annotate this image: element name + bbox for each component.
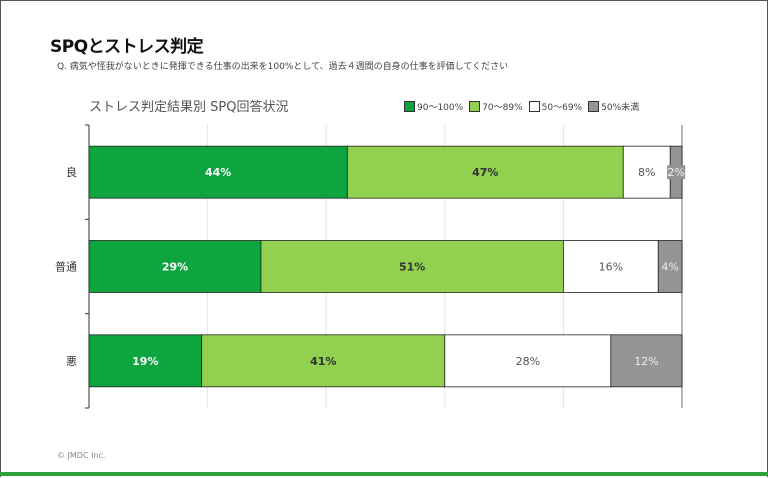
chart-title: ストレス判定結果別 SPQ回答状況 [89,100,289,115]
category-label: 普通 [55,260,77,274]
legend-label: 70～89% [482,103,523,113]
legend-item: 70～89% [469,100,523,113]
data-label: 44% [205,166,231,179]
bar-segment [201,334,446,388]
data-label: 28% [516,355,540,368]
bar-segment [563,240,659,293]
category-label: 悪 [66,355,77,368]
data-label: 41% [310,355,336,368]
copyright: © JMDC Inc. [57,451,106,460]
category-label: 良 [66,165,77,179]
question-text: Q. 病気や怪我がないときに発揮できる仕事の出来を100%として、過去４週間の自… [57,62,509,72]
legend-swatch [588,101,600,112]
legend-item: 90～100% [404,100,463,113]
legend-item: 50～69% [528,100,583,113]
data-label: 51% [399,261,425,274]
chart-legend: 90～100% 70～89% 50～69% 50%未満 [404,100,639,113]
bar-segment [88,334,203,388]
data-label: 16% [599,261,623,274]
bar-segment [610,334,683,388]
legend-label: 90～100% [417,103,464,113]
legend-label: 50～69% [541,103,583,113]
data-label-bg [667,165,686,180]
bar-segment [444,334,612,388]
data-label: 8% [638,166,655,179]
bar-segment [88,145,348,199]
data-label: 29% [162,261,188,274]
page-title: SPQとストレス判定 [50,37,204,57]
legend-swatch [404,101,415,112]
data-label: 47% [472,166,498,179]
legend-swatch [469,101,481,112]
bar-segment [88,240,262,293]
legend-item: 50%未満 [588,100,639,113]
data-label: 4% [661,261,678,274]
legend-swatch [528,101,540,112]
bar-segment [657,240,683,293]
data-label: 12% [634,355,658,368]
data-label: 19% [132,355,158,368]
accent-bar [0,472,768,476]
data-label: 2% [667,166,684,179]
legend-label: 50%未満 [601,103,640,113]
